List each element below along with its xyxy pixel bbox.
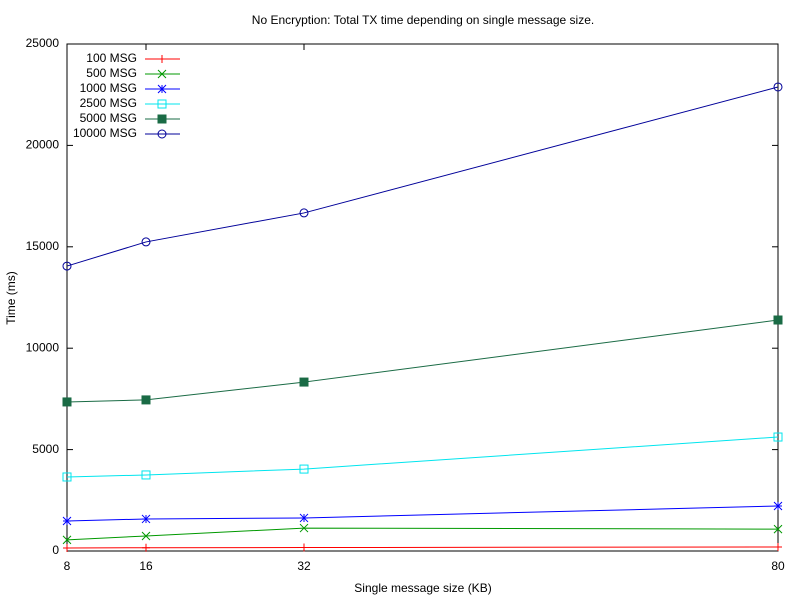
data-point <box>141 531 151 541</box>
legend-marker <box>157 84 167 94</box>
y-tick-label: 0 <box>52 543 59 557</box>
data-point <box>141 237 151 247</box>
legend-marker <box>157 99 167 109</box>
x-axis-label: Single message size (KB) <box>354 581 491 595</box>
series-line <box>66 546 779 549</box>
data-point <box>62 397 72 407</box>
data-point <box>141 514 151 524</box>
legend-label: 2500 MSG <box>80 96 137 110</box>
legend-marker <box>157 114 167 124</box>
y-tick-label: 15000 <box>26 239 60 253</box>
legend-marker <box>158 55 166 63</box>
y-tick-label: 10000 <box>26 340 60 354</box>
data-point <box>62 472 72 482</box>
y-axis-label: Time (ms) <box>4 271 18 325</box>
data-point <box>299 523 309 533</box>
legend-marker <box>157 69 167 79</box>
data-point <box>141 470 151 480</box>
series-line <box>66 86 779 267</box>
data-point <box>300 543 308 552</box>
x-tick-label: 8 <box>64 559 71 573</box>
series-line <box>66 436 779 478</box>
series-line <box>66 319 779 403</box>
data-point <box>773 315 783 325</box>
x-tick-label: 80 <box>771 559 785 573</box>
y-tick-label: 5000 <box>32 442 59 456</box>
data-point <box>773 432 783 442</box>
data-point <box>299 464 309 474</box>
data-point <box>299 208 309 218</box>
data-point <box>774 542 782 551</box>
data-point <box>299 513 309 523</box>
data-point <box>62 535 72 545</box>
legend-label: 5000 MSG <box>80 111 137 125</box>
y-tick-label: 20000 <box>26 138 60 152</box>
x-tick-label: 32 <box>297 559 311 573</box>
data-point <box>62 516 72 526</box>
data-point <box>142 543 150 552</box>
series-line <box>66 527 779 541</box>
legend-label: 500 MSG <box>86 66 137 80</box>
data-point <box>63 543 71 552</box>
data-point <box>773 524 783 534</box>
data-point <box>299 377 309 387</box>
legend-label: 100 MSG <box>86 51 137 65</box>
y-tick-label: 25000 <box>26 36 60 50</box>
legend-label: 10000 MSG <box>73 126 137 140</box>
legend-label: 1000 MSG <box>80 81 137 95</box>
plot-frame <box>66 43 779 552</box>
data-point <box>141 395 151 405</box>
chart-title: No Encryption: Total TX time depending o… <box>252 13 594 27</box>
data-point <box>773 82 783 92</box>
legend-marker <box>157 129 167 139</box>
x-tick-label: 16 <box>139 559 153 573</box>
data-point <box>62 261 72 271</box>
series-line <box>66 505 779 522</box>
data-point <box>773 501 783 511</box>
